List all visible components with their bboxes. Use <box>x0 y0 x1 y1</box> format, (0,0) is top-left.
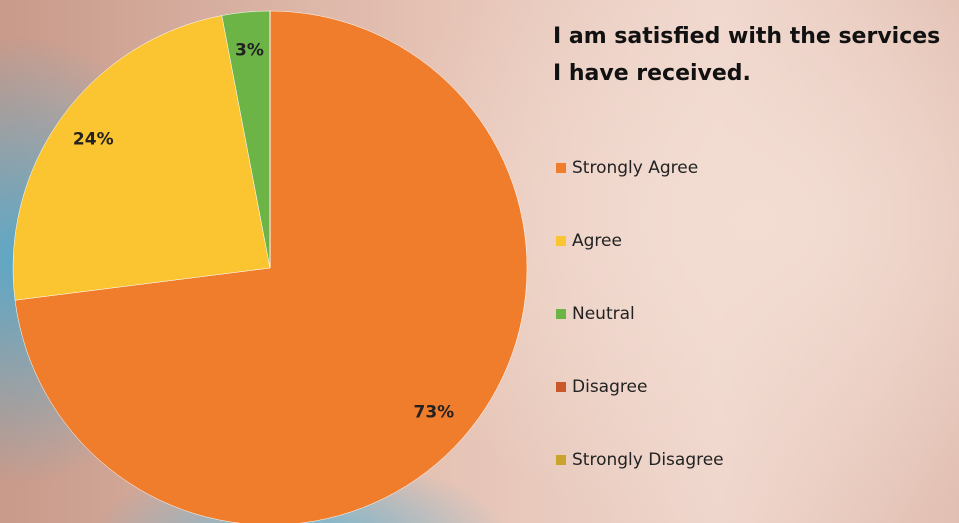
pie-slice <box>14 10 528 523</box>
legend-swatch <box>556 455 566 465</box>
legend-label: Strongly Disagree <box>572 450 724 470</box>
legend-label: Agree <box>572 231 622 251</box>
pie-slice <box>12 15 271 301</box>
legend-label: Disagree <box>572 377 647 397</box>
legend-swatch <box>556 309 566 319</box>
legend-swatch <box>556 163 566 173</box>
data-label: 24% <box>73 130 114 150</box>
chart-title: I am satisfied with the services I have … <box>553 24 941 86</box>
data-label: 3% <box>235 41 264 61</box>
legend-swatch <box>556 236 566 246</box>
legend-label: Strongly Agree <box>572 158 698 178</box>
data-label: 73% <box>414 402 455 422</box>
legend-swatch <box>556 382 566 392</box>
legend-label: Neutral <box>572 304 635 324</box>
